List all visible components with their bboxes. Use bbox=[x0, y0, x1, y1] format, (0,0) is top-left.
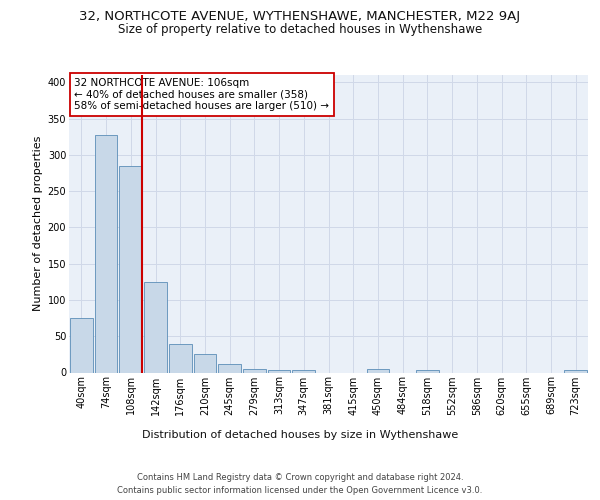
Text: Distribution of detached houses by size in Wythenshawe: Distribution of detached houses by size … bbox=[142, 430, 458, 440]
Bar bbox=[367, 369, 389, 372]
Bar bbox=[218, 364, 241, 372]
Bar bbox=[564, 370, 587, 372]
Bar bbox=[416, 370, 439, 372]
Bar bbox=[194, 354, 216, 372]
Bar bbox=[119, 166, 142, 372]
Bar bbox=[243, 369, 266, 372]
Bar bbox=[144, 282, 167, 372]
Text: Size of property relative to detached houses in Wythenshawe: Size of property relative to detached ho… bbox=[118, 22, 482, 36]
Text: 32 NORTHCOTE AVENUE: 106sqm
← 40% of detached houses are smaller (358)
58% of se: 32 NORTHCOTE AVENUE: 106sqm ← 40% of det… bbox=[74, 78, 329, 111]
Bar bbox=[268, 370, 290, 372]
Text: 32, NORTHCOTE AVENUE, WYTHENSHAWE, MANCHESTER, M22 9AJ: 32, NORTHCOTE AVENUE, WYTHENSHAWE, MANCH… bbox=[79, 10, 521, 23]
Bar bbox=[95, 135, 118, 372]
Bar bbox=[70, 318, 93, 372]
Text: Contains HM Land Registry data © Crown copyright and database right 2024.
Contai: Contains HM Land Registry data © Crown c… bbox=[118, 474, 482, 495]
Bar bbox=[169, 344, 191, 372]
Bar bbox=[292, 370, 315, 372]
Y-axis label: Number of detached properties: Number of detached properties bbox=[34, 136, 43, 312]
